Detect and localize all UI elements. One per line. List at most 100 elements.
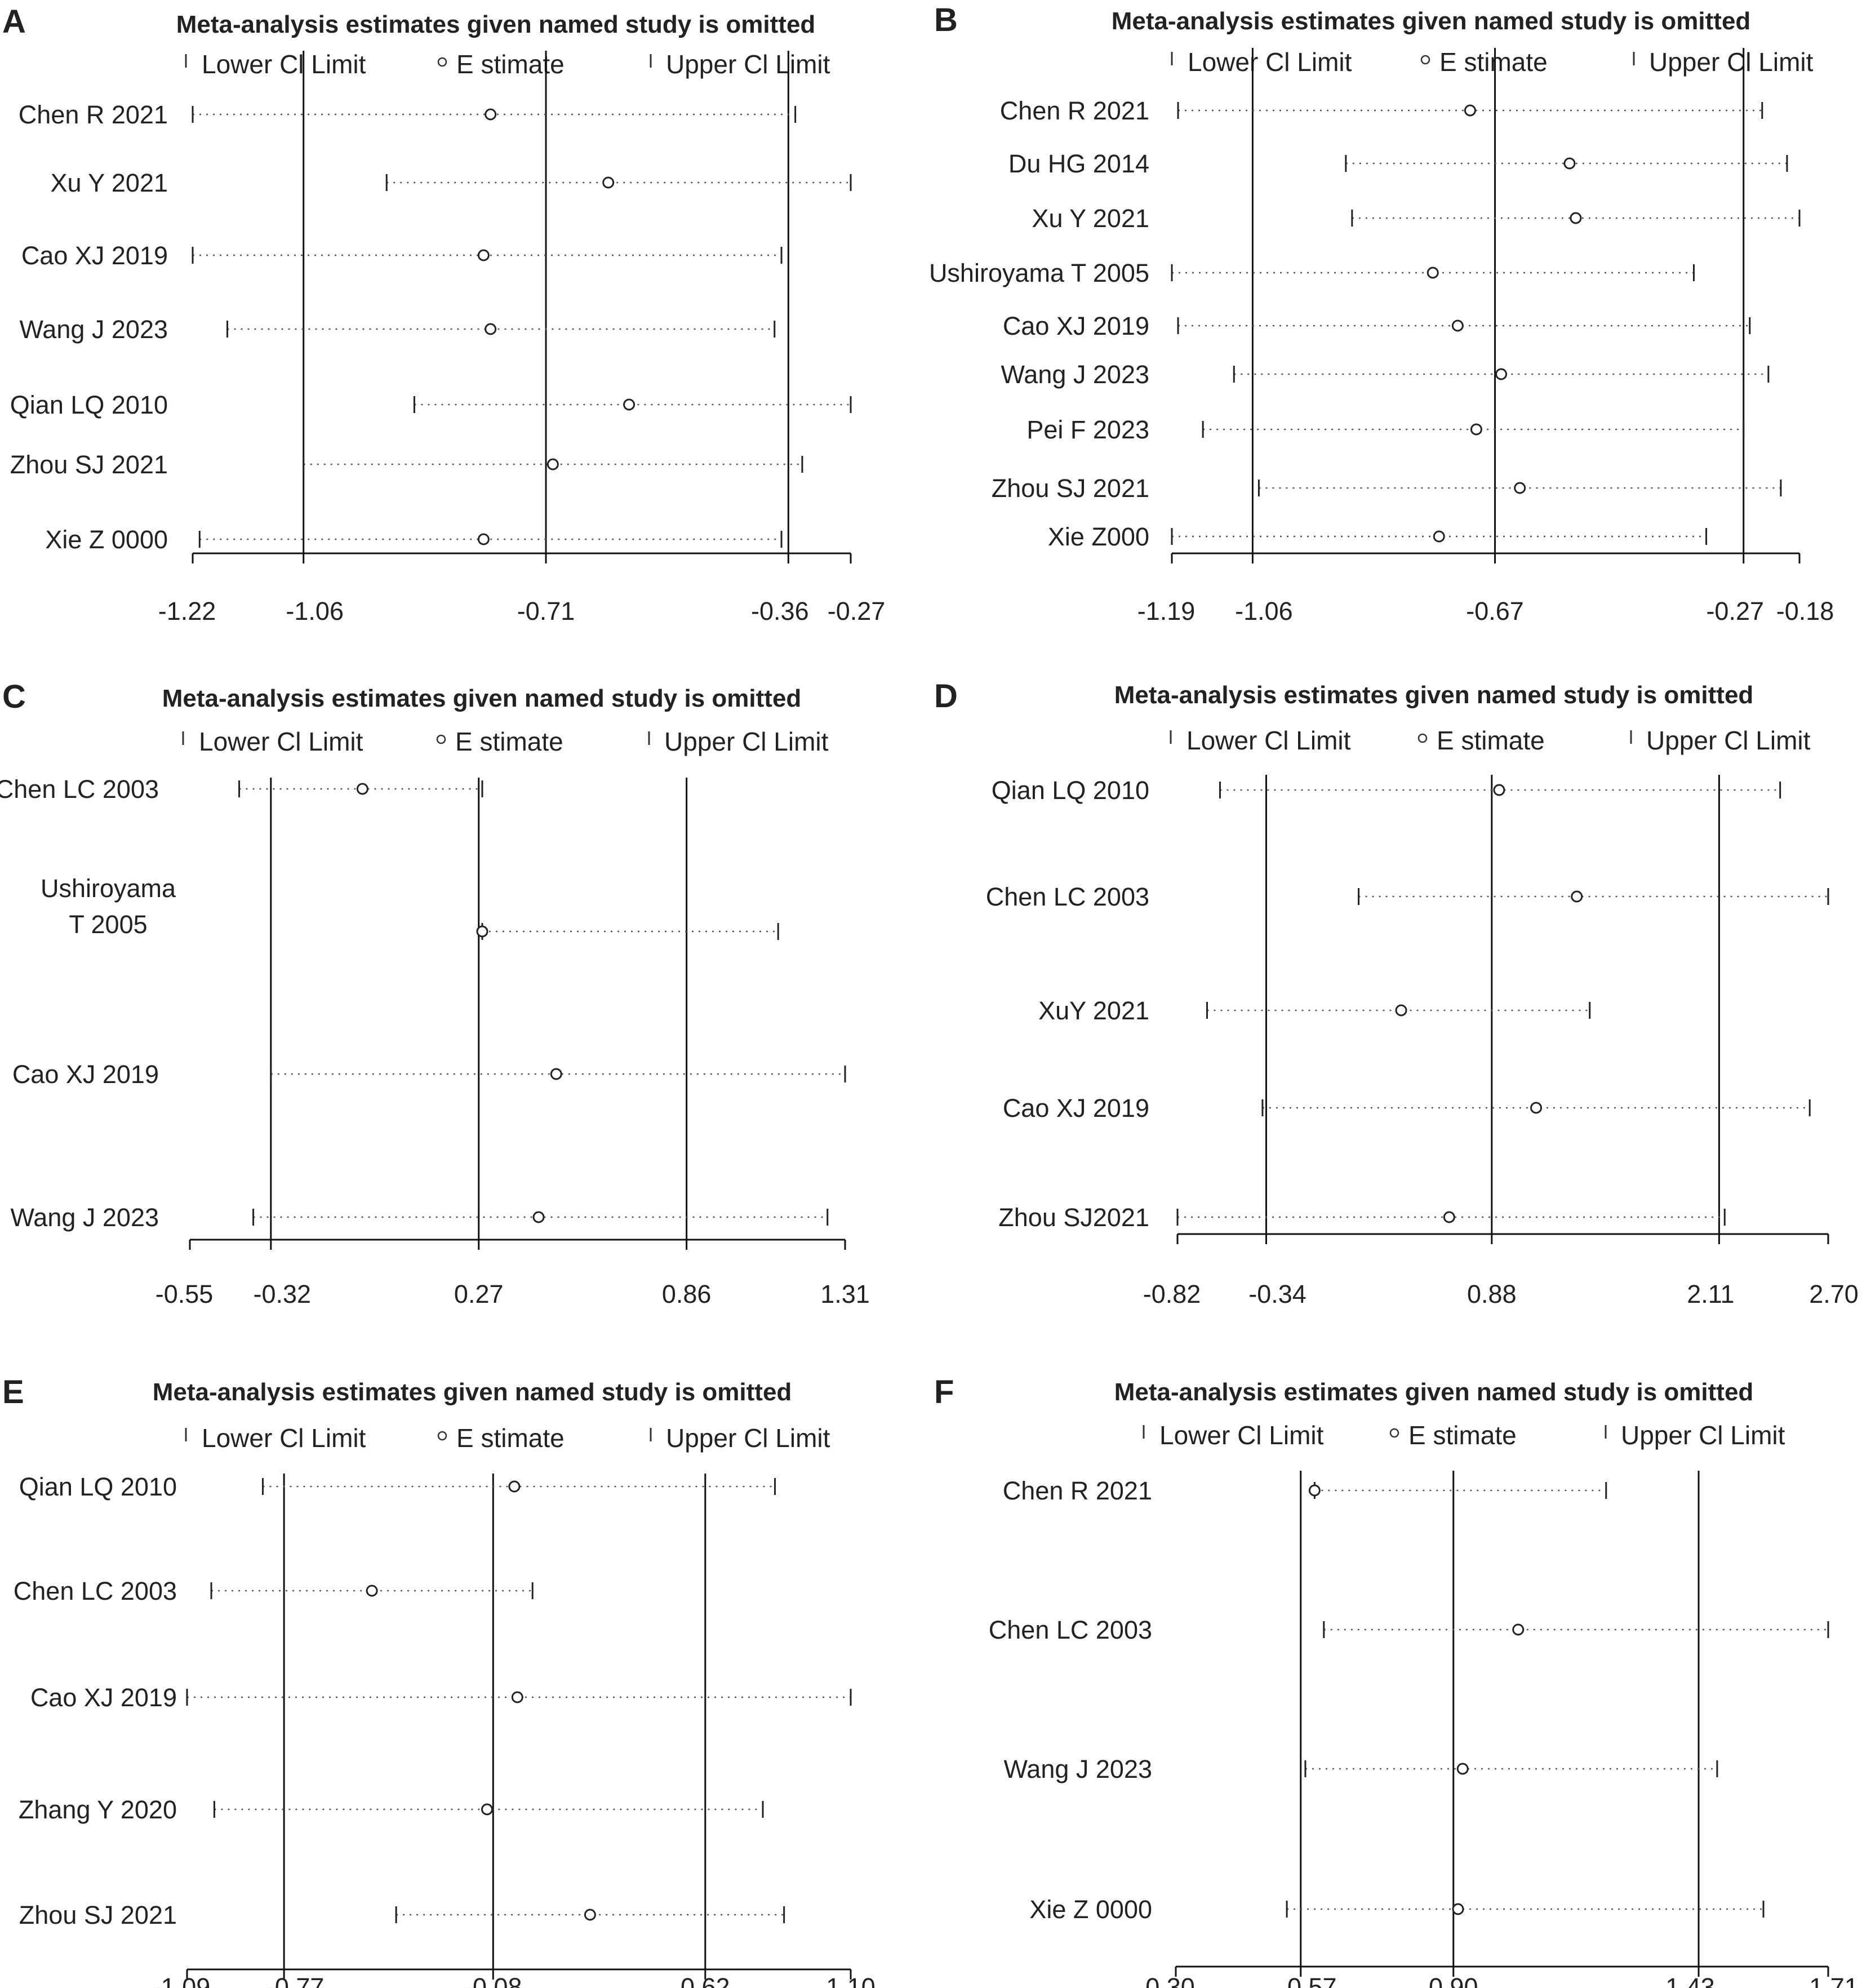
legend-estimate-marker [437,1431,447,1441]
study-row: Wang J 2023 [1001,360,1770,389]
study-label: Chen R 2021 [1000,96,1149,125]
legend-estimate-marker [1389,1428,1399,1438]
legend-upper-label: Upper Cl Limit [1649,47,1814,77]
study-row: Zhou SJ 2021 [19,1901,785,1929]
study-row: Chen LC 2003 [0,775,483,804]
legend-lower-label: Lower Cl Limit [1186,726,1351,755]
estimate-marker [550,1068,562,1080]
estimate-marker [1514,482,1526,494]
study-label: Qian LQ 2010 [10,390,168,419]
legend-estimate-marker [1420,55,1430,65]
legend-upper-label: Upper Cl Limit [666,50,830,79]
study-label: Xu Y 2021 [50,168,168,197]
study-row: Wang J 2023 [11,1203,829,1232]
legend-lower-label: Lower Cl Limit [202,1423,366,1453]
study-row: Cao XJ 2019 [12,1060,846,1089]
study-row: Cao XJ 2019 [21,241,783,270]
legend-estimate-marker [437,57,447,67]
study-label: Ushiroyama T 2005 [929,259,1149,287]
legend-estimate-label: E stimate [1408,1421,1517,1450]
study-label: Wang J 2023 [11,1203,159,1232]
study-row: Zhou SJ2021 [998,1203,1726,1232]
x-tick-label: -0.36 [751,597,809,625]
legend-lower-label: Lower Cl Limit [202,50,366,79]
estimate-marker [1570,212,1582,224]
estimate-marker [485,323,497,335]
study-label: Wang J 2023 [20,315,168,344]
legend: Lower Cl Limit E stimate Upper Cl Limit [1171,47,1814,77]
estimate-marker [476,925,488,938]
legend-estimate-label: E stimate [456,50,565,79]
estimate-marker [532,1211,545,1223]
x-tick-label: 0.62 [681,1973,730,1988]
study-row: Xie Z 0000 [1029,1895,1765,1924]
estimate-marker [481,1803,494,1816]
panel-letter: C [2,678,26,715]
estimate-marker [477,533,490,545]
study-row: Wang J 2023 [20,315,776,344]
x-tick-label: -0.27 [828,597,886,625]
study-row: Chen LC 2003 [986,882,1829,911]
study-row: Zhang Y 2020 [19,1795,764,1824]
x-tick-label: -0.32 [254,1280,312,1308]
study-label: Du HG 2014 [1008,149,1149,178]
study-label: Zhou SJ 2021 [19,1901,177,1929]
chart-title: Meta-analysis estimates given named stud… [1114,681,1754,709]
estimate-marker [511,1691,523,1703]
panel-letter: D [934,678,958,715]
legend: Lower Cl Limit E stimate Upper Cl Limit [185,50,830,79]
estimate-marker [1563,157,1576,170]
study-row: Xu Y 2021 [50,168,852,197]
legend-estimate-marker [436,734,446,744]
x-tick-label: -0.55 [155,1280,214,1308]
x-tick-label: -0.34 [1248,1280,1306,1308]
study-label: Zhang Y 2020 [19,1795,177,1824]
chart-title: Meta-analysis estimates given named stud… [1114,1378,1754,1406]
study-label: Pei F 2023 [1026,415,1149,444]
legend-estimate-label: E stimate [456,1423,565,1453]
chart-title: Meta-analysis estimates given named stud… [176,11,816,38]
study-row: Cao XJ 2019 [30,1683,852,1712]
study-row: Chen R 2021 [1003,1476,1607,1505]
study-label: Cao XJ 2019 [21,241,168,270]
estimate-marker [1470,423,1482,436]
panel-d: D Meta-analysis estimates given named stu… [934,678,1859,1308]
study-row: Zhou SJ 2021 [10,450,803,479]
study-row: Chen R 2021 [19,100,797,129]
panel-letter: A [2,3,26,40]
study-row: Qian LQ 2010 [10,390,852,419]
study-row: Pei F 2023 [1026,415,1745,444]
study-row: XuY 2021 [1038,996,1591,1025]
study-row: Xie Z 0000 [45,525,783,554]
study-label: Wang J 2023 [1004,1755,1153,1783]
estimate-marker [602,176,615,189]
estimate-marker [1308,1484,1321,1497]
study-row: Xu Y 2021 [1032,204,1801,233]
study-label: XuY 2021 [1038,996,1149,1025]
x-tick-label: 2.70 [1809,1280,1859,1308]
x-tick-label: 0.90 [1429,1973,1478,1988]
study-label: Chen R 2021 [1003,1476,1152,1505]
estimate-marker [1571,890,1583,903]
study-label: Xu Y 2021 [1032,204,1149,233]
legend-estimate-label: E stimate [455,727,563,756]
study-label: Zhou SJ 2021 [10,450,168,479]
study-label: Xie Z 0000 [45,525,168,554]
estimate-marker [1451,320,1464,332]
study-row: Ushiroyama T 2005 [41,874,779,940]
study-label: Chen LC 2003 [14,1577,177,1605]
panel-e: E Meta-analysis estimates given named stu… [2,1374,876,1988]
legend-lower-label: Lower Cl Limit [1159,1421,1324,1450]
study-row: Du HG 2014 [1008,149,1788,178]
x-tick-label: -1.06 [1235,597,1293,625]
x-tick-label: -0.77 [266,1973,325,1988]
study-row: Chen LC 2003 [14,1577,534,1605]
x-tick-label: 0.57 [1287,1973,1337,1988]
x-tick-label: -0.27 [1706,597,1764,625]
x-tick-label: -0.71 [517,597,575,625]
estimate-marker [485,108,497,121]
x-tick-label: -0.18 [1776,597,1834,625]
panel-letter: E [2,1374,24,1410]
study-row: Ushiroyama T 2005 [929,259,1695,287]
study-row: Zhou SJ 2021 [992,474,1782,503]
